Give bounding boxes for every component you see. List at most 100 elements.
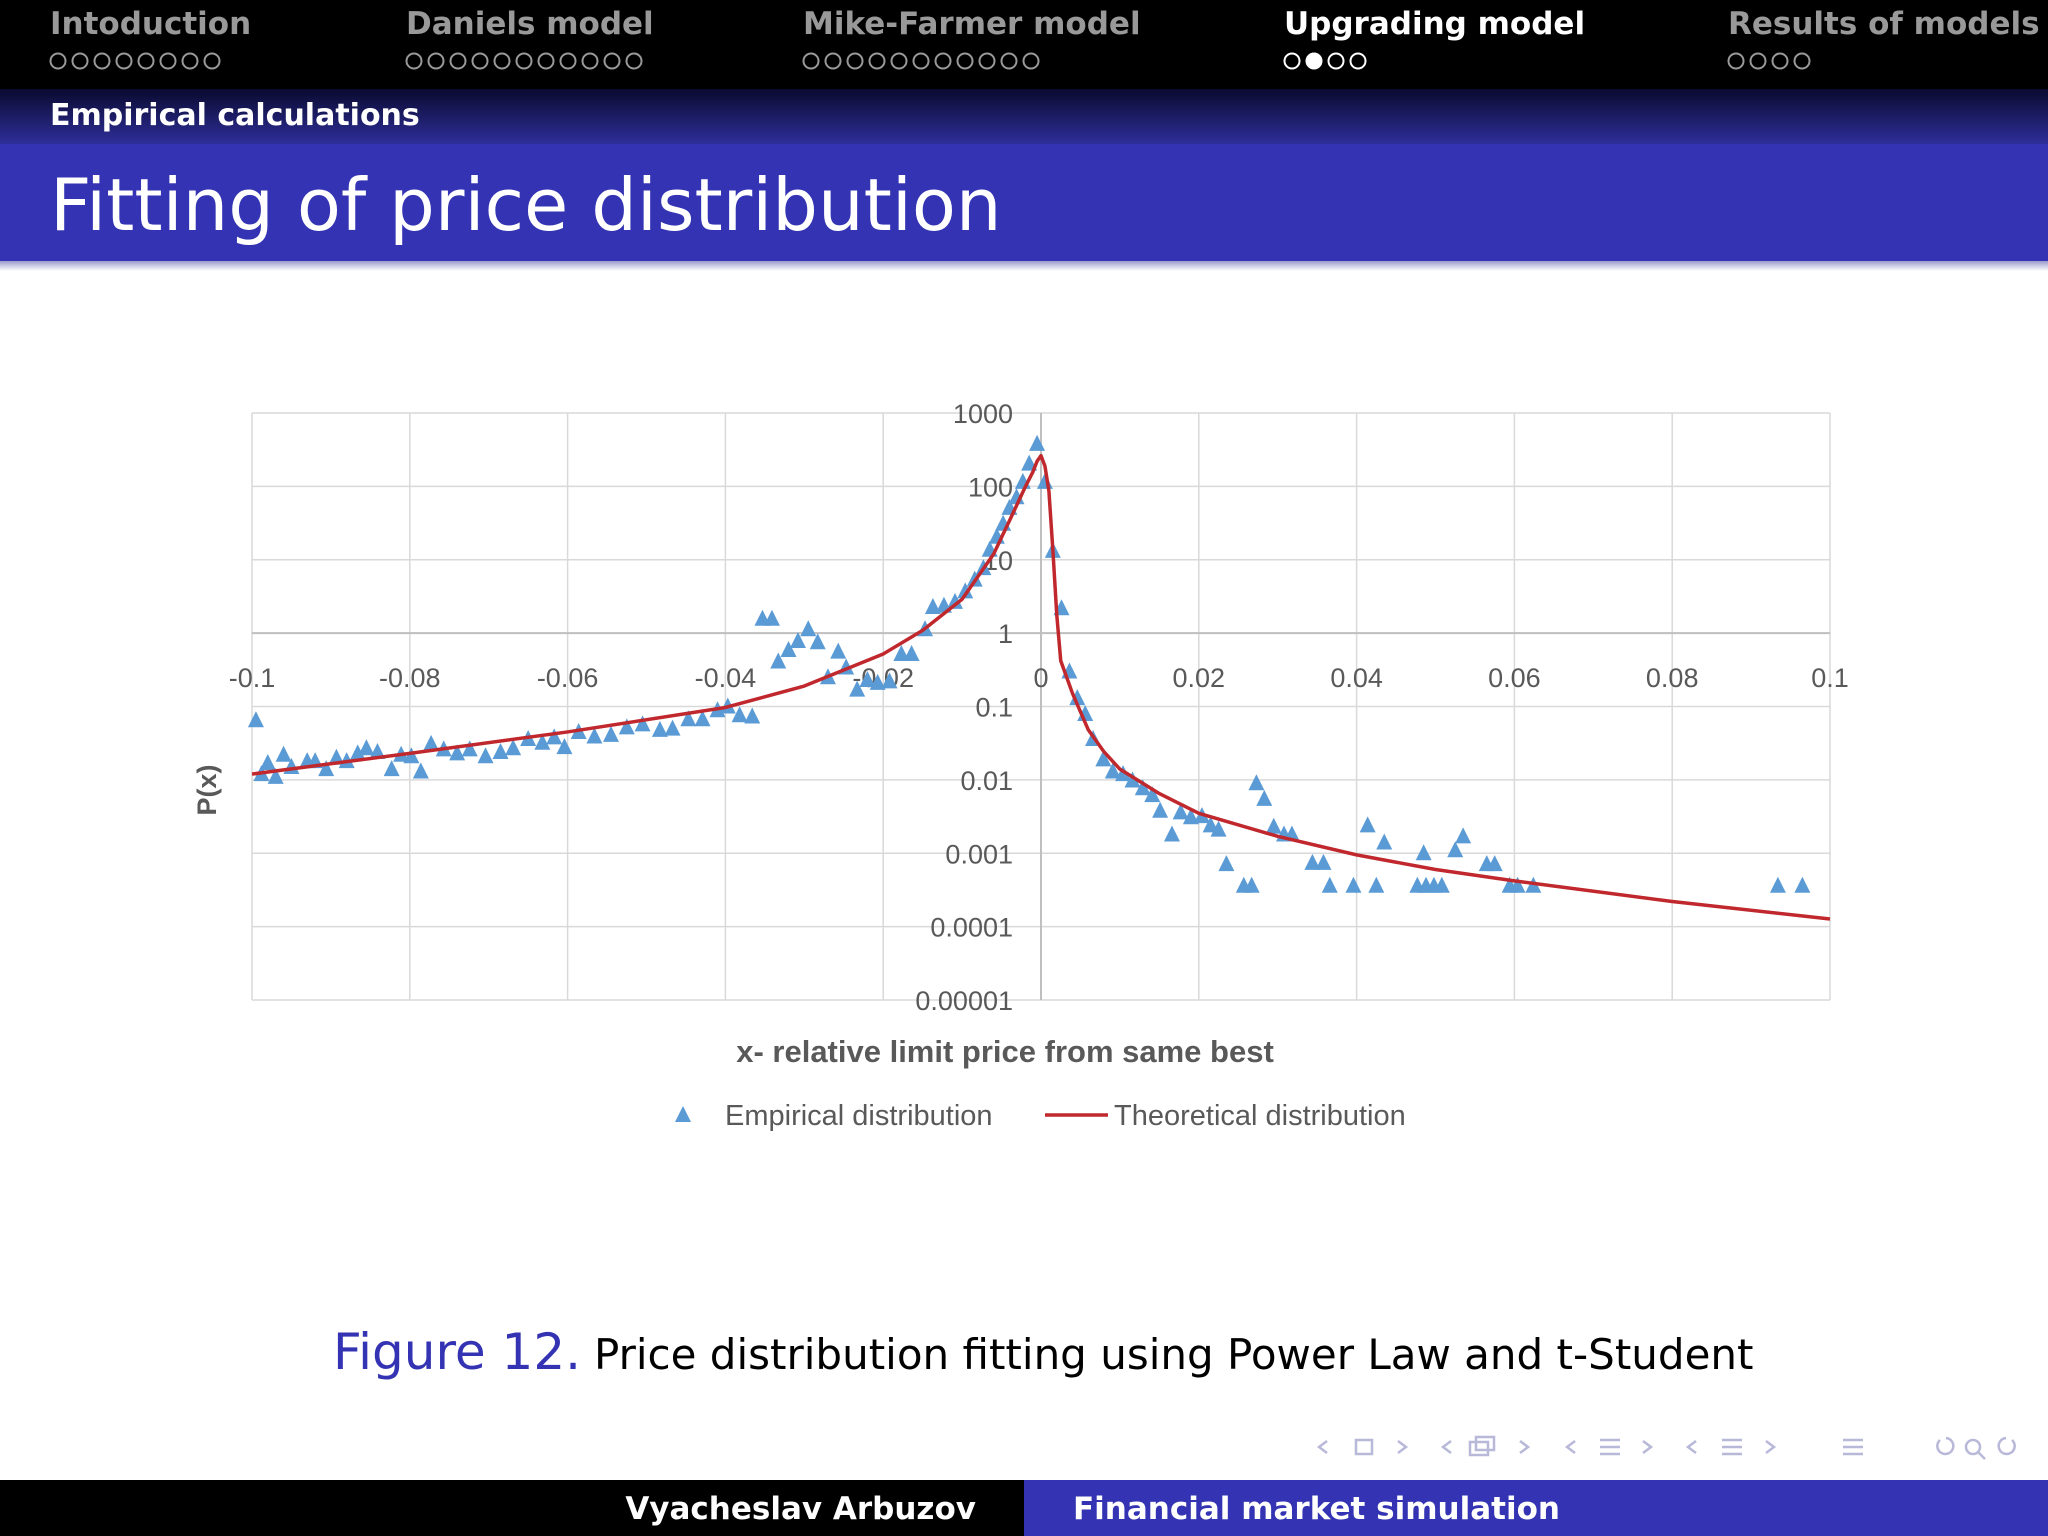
- data-point: [318, 760, 335, 777]
- section-title: Daniels model: [406, 6, 654, 42]
- section-bullet: [449, 52, 467, 70]
- data-point: [275, 745, 292, 762]
- data-point: [1265, 817, 1282, 834]
- y-axis-title: P(x): [192, 764, 222, 815]
- section-title: Intoduction: [50, 6, 251, 42]
- x-tick-label: 0.02: [1173, 663, 1226, 693]
- section-bullet: [603, 52, 621, 70]
- y-tick-label: 1000: [953, 399, 1013, 429]
- data-point: [247, 711, 264, 728]
- data-point: [1304, 853, 1321, 870]
- data-point: [1486, 855, 1503, 872]
- section-bullet: [978, 52, 996, 70]
- legend-label: Theoretical distribution: [1114, 1100, 1406, 1132]
- subsection-band: [0, 89, 2048, 144]
- x-tick-label: -0.08: [379, 663, 441, 693]
- data-point: [602, 725, 619, 742]
- y-tick-label: 1: [998, 619, 1013, 649]
- slide-title: Fitting of price distribution: [50, 163, 1002, 247]
- section-bullet: [846, 52, 864, 70]
- data-point: [1124, 771, 1141, 788]
- data-point: [1163, 825, 1180, 842]
- x-tick-label: 0.08: [1646, 663, 1699, 693]
- x-tick-label: -0.06: [537, 663, 599, 693]
- data-point: [546, 728, 563, 745]
- section-bullet: [868, 52, 886, 70]
- section-bullet: [1000, 52, 1018, 70]
- data-point: [1210, 820, 1227, 837]
- data-point: [903, 644, 920, 661]
- section-nav: Intoduction Daniels model Mike-Farmer mode…: [49, 6, 2040, 70]
- caption-label: Figure 12.: [333, 1323, 581, 1381]
- data-point: [461, 740, 478, 757]
- caption-text: Price distribution fitting using Power L…: [594, 1330, 1754, 1379]
- data-point: [849, 680, 866, 697]
- data-point: [924, 598, 941, 615]
- section-bullet: [71, 52, 89, 70]
- data-point: [1321, 876, 1338, 893]
- data-point: [1509, 876, 1526, 893]
- data-point: [1029, 434, 1046, 451]
- footer-right: [1024, 1480, 2048, 1536]
- data-point: [800, 620, 817, 637]
- data-point: [259, 753, 276, 770]
- section-title: Mike-Farmer model: [803, 6, 1141, 42]
- data-point: [477, 747, 494, 764]
- data-point: [449, 744, 466, 761]
- data-point: [1447, 841, 1464, 858]
- data-point: [505, 739, 522, 756]
- data-point: [664, 719, 681, 736]
- data-point: [618, 718, 635, 735]
- legend-label: Empirical distribution: [725, 1100, 993, 1132]
- data-point: [1345, 876, 1362, 893]
- x-tick-label: 0: [1033, 663, 1048, 693]
- data-point: [1359, 816, 1376, 833]
- data-point: [1172, 803, 1189, 820]
- section-bullet: [1327, 52, 1345, 70]
- figure-caption: Figure 12. Price distribution fitting us…: [333, 1323, 1754, 1381]
- data-point: [763, 609, 780, 626]
- data-point: [1376, 833, 1393, 850]
- data-point: [1455, 827, 1472, 844]
- footer-author: Vyacheslav Arbuzov: [625, 1491, 976, 1527]
- data-point: [859, 670, 876, 687]
- data-point: [1256, 789, 1273, 806]
- data-point: [1218, 855, 1235, 872]
- data-point: [1104, 762, 1121, 779]
- section-bullet: [405, 52, 423, 70]
- data-point: [780, 640, 797, 657]
- data-point: [1202, 816, 1219, 833]
- y-tick-label: 0.0001: [930, 913, 1013, 943]
- data-point: [1069, 689, 1086, 706]
- y-tick-label: 0.001: [945, 839, 1013, 869]
- x-tick-label: -0.04: [695, 663, 757, 693]
- data-point: [830, 642, 847, 659]
- y-tick-label: 0.01: [960, 766, 1013, 796]
- data-point: [349, 744, 366, 761]
- section-bullet: [625, 52, 643, 70]
- y-tick-label: 0.00001: [915, 986, 1013, 1016]
- y-tick-label: 100: [968, 472, 1013, 502]
- section-bullet: [49, 52, 67, 70]
- data-point: [634, 715, 651, 732]
- section-bullet: [1793, 52, 1811, 70]
- subsection-title: Empirical calculations: [50, 98, 420, 133]
- data-point: [1152, 801, 1169, 818]
- data-point: [1769, 876, 1786, 893]
- data-point: [556, 738, 573, 755]
- section-bullet: [934, 52, 952, 70]
- section-bullet: [956, 52, 974, 70]
- data-point: [267, 767, 284, 784]
- data-point: [770, 652, 787, 669]
- data-point: [893, 644, 910, 661]
- section-bullet: [1305, 52, 1323, 70]
- section-bullet: [515, 52, 533, 70]
- section-bullet: [181, 52, 199, 70]
- data-point: [789, 632, 806, 649]
- section-bullet: [802, 52, 820, 70]
- x-tick-label: 0.1: [1811, 663, 1849, 693]
- section-bullet: [1749, 52, 1767, 70]
- section-bullet: [537, 52, 555, 70]
